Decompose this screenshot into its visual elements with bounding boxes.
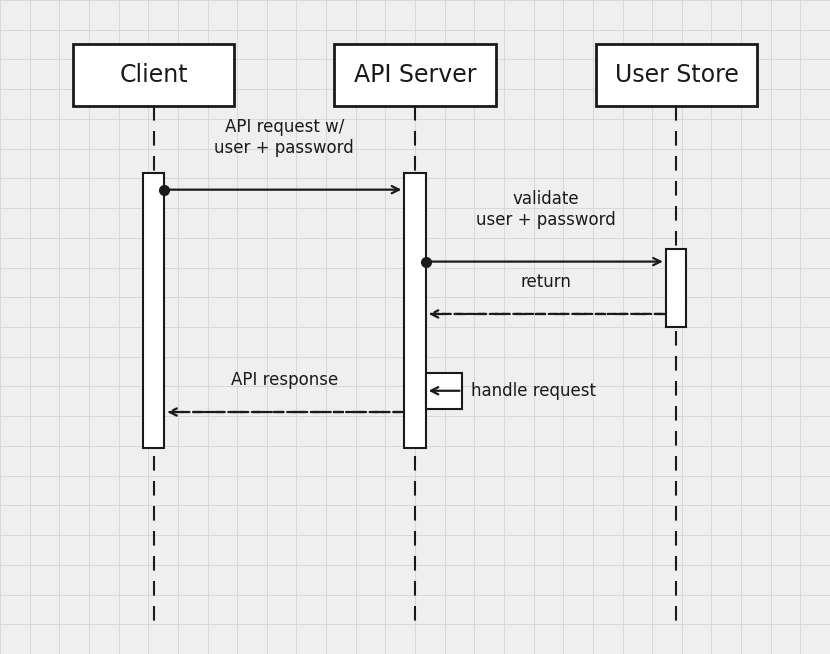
Bar bbox=[143, 173, 164, 448]
Bar bbox=[73, 44, 234, 106]
Text: API request w/
user + password: API request w/ user + password bbox=[214, 118, 354, 157]
Text: API response: API response bbox=[231, 371, 338, 389]
Text: validate
user + password: validate user + password bbox=[476, 190, 616, 229]
Bar bbox=[595, 44, 757, 106]
Text: return: return bbox=[520, 273, 571, 291]
Bar bbox=[666, 249, 686, 327]
Bar bbox=[426, 373, 462, 409]
Text: Client: Client bbox=[120, 63, 188, 87]
Bar bbox=[404, 173, 426, 448]
Text: API Server: API Server bbox=[354, 63, 476, 87]
Text: User Store: User Store bbox=[614, 63, 739, 87]
Text: handle request: handle request bbox=[471, 382, 596, 400]
Bar bbox=[334, 44, 496, 106]
